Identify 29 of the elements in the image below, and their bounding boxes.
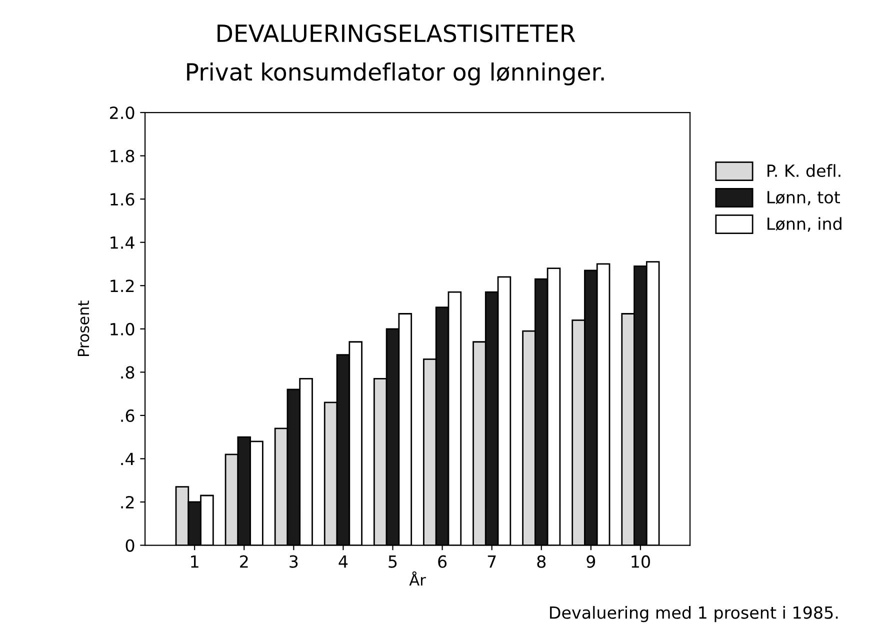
text: Devaluering med 1 prosent i 1985.: [550, 606, 838, 622]
y-tick-label: .6: [121, 409, 134, 422]
x-tick-label: 7: [488, 556, 496, 568]
x-tick-label: 6: [438, 555, 447, 568]
chart-subtitle: Privat konsumdeflator og lønninger.: [187, 62, 604, 86]
chart-title: DEVALUERINGSELASTISITETER: [218, 24, 576, 42]
x-tick-label: 10: [632, 555, 650, 568]
y-tick-label: 1.2: [110, 280, 134, 292]
legend-label: Lønn, ind: [768, 217, 842, 232]
x-tick-label: 8: [537, 555, 546, 568]
x-tick-label: 9: [586, 555, 596, 568]
x-tick-label: 2: [240, 555, 248, 568]
y-tick-label: 1.0: [110, 322, 134, 336]
y-tick-label: 1.4: [110, 236, 134, 249]
y-axis-title: Prosent: [78, 300, 90, 356]
y-tick-label: .4: [121, 452, 134, 466]
y-tick-label: 1.6: [110, 193, 134, 206]
legend-label: P. K. defl.: [768, 164, 840, 178]
y-tick-label: .2: [121, 496, 134, 508]
y-tick-label: .8: [121, 366, 134, 379]
x-tick-label: 1: [191, 556, 198, 568]
legend-label: Lønn, tot: [768, 191, 840, 206]
x-axis-title: År: [409, 571, 426, 586]
y-tick-label: 2.0: [110, 106, 134, 120]
y-tick-label: 0: [126, 539, 134, 552]
x-tick-label: 4: [338, 556, 348, 568]
y-tick-label: 1.8: [110, 150, 134, 162]
x-tick-label: 5: [388, 556, 397, 568]
x-tick-label: 3: [290, 555, 298, 568]
